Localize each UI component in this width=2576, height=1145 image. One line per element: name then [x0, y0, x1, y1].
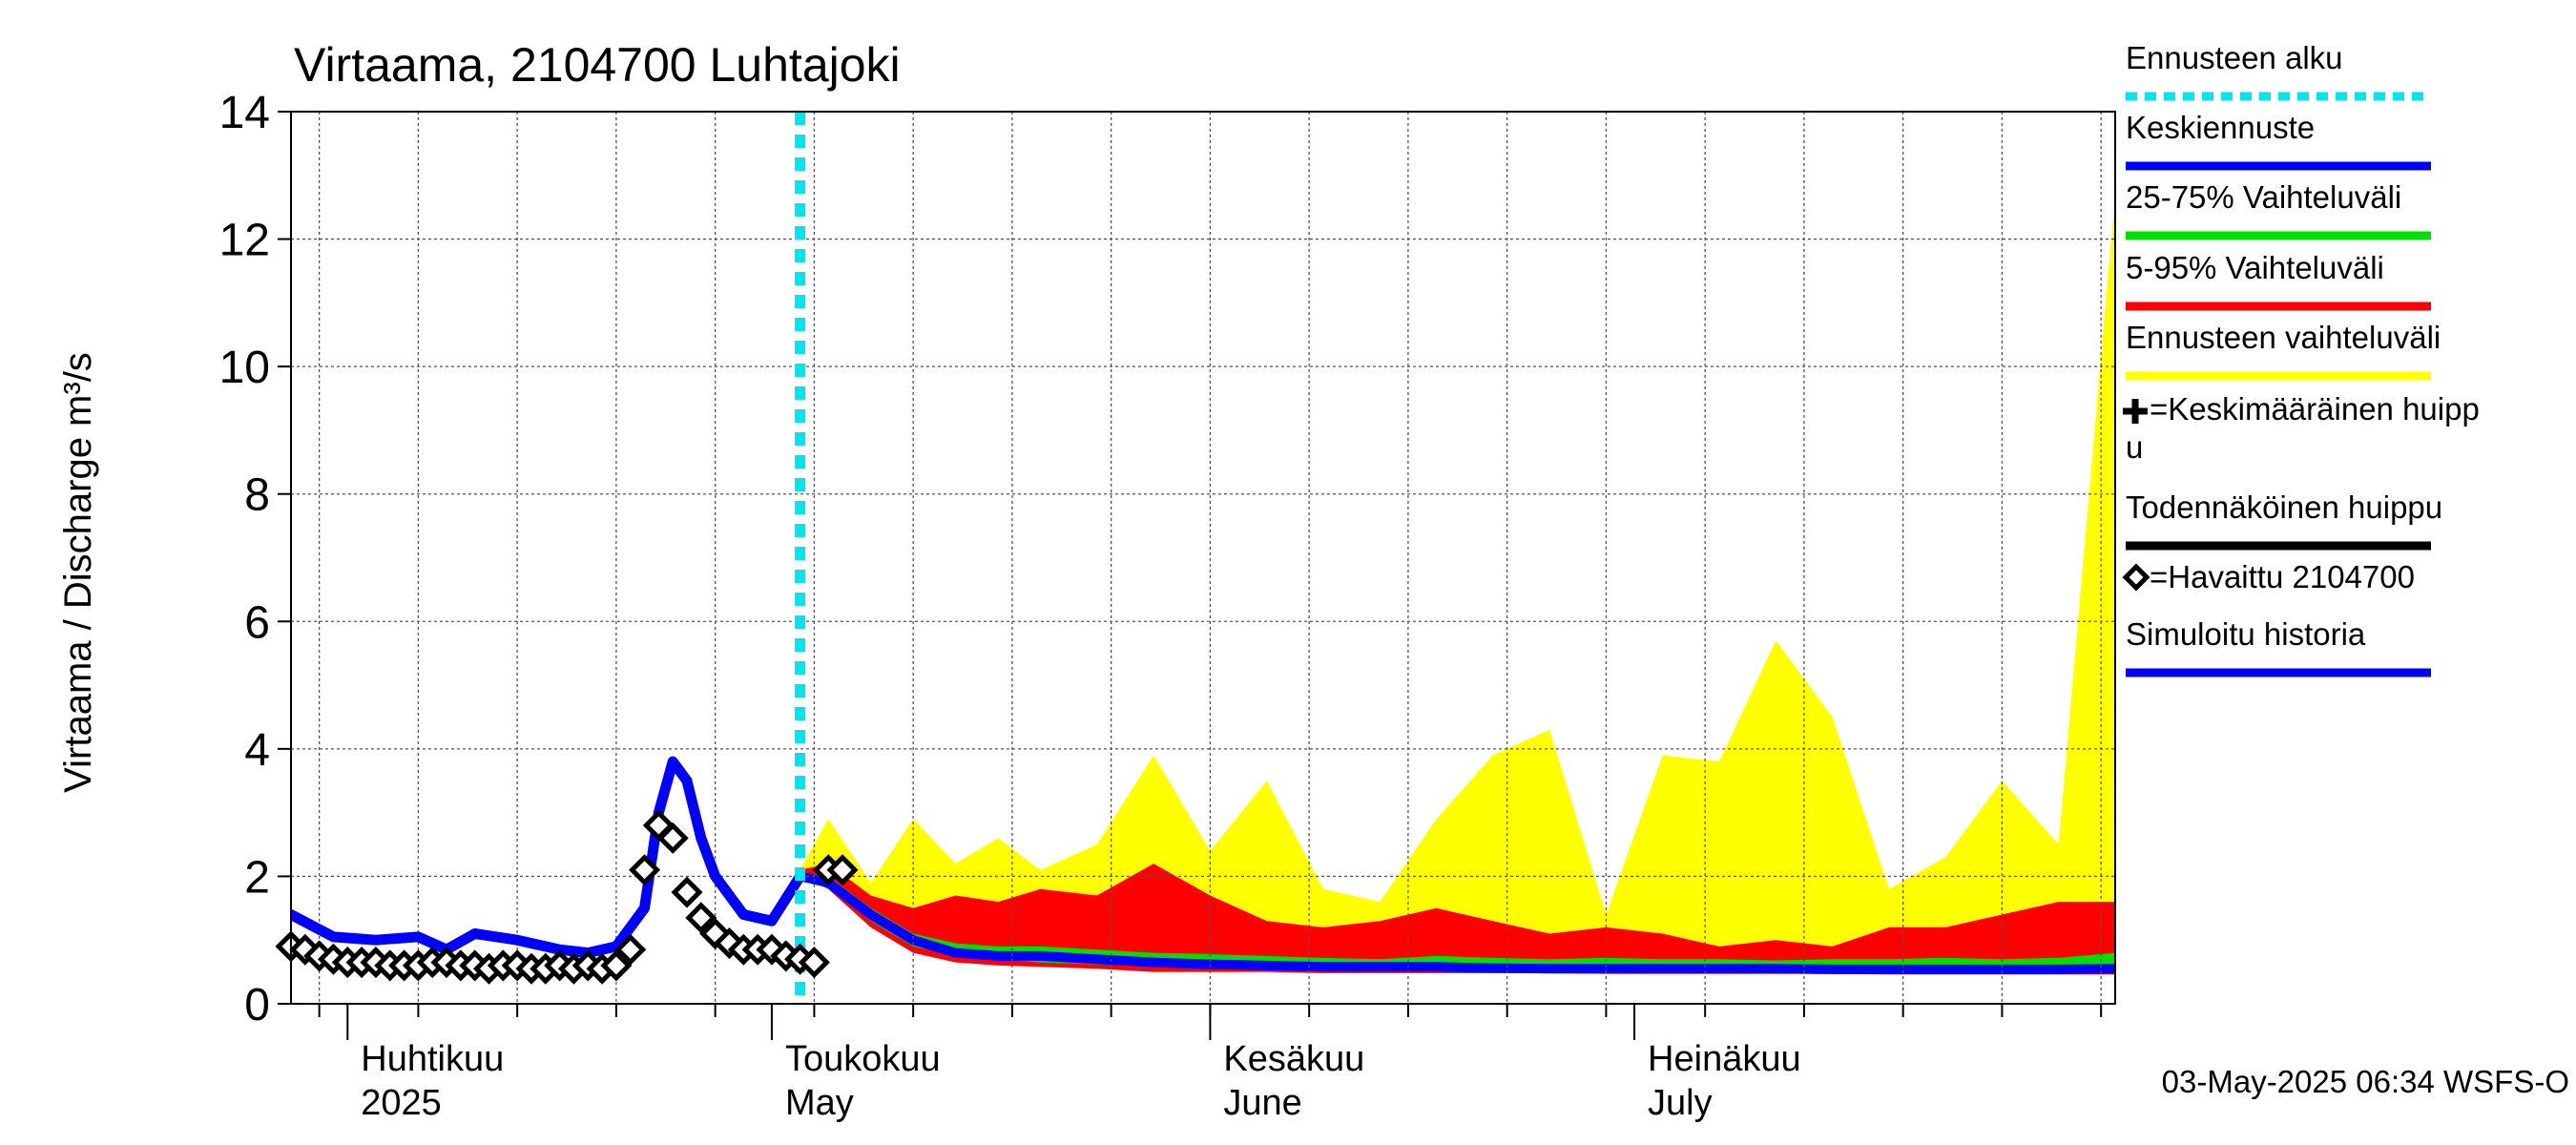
plot-frame [290, 111, 2116, 1005]
month-label-fi: Huhtikuu [361, 1039, 504, 1079]
legend-diamond-icon [2122, 563, 2150, 592]
y-tick-label: 2 [244, 852, 270, 903]
timestamp-footer: 03-May-2025 06:34 WSFS-O [2162, 1064, 2569, 1099]
legend: Ennusteen alku Keskiennuste 25-75% Vaihtel… [2122, 40, 2480, 677]
legend-label: =Havaittu 2104700 [2150, 559, 2415, 594]
observed-point [629, 854, 661, 886]
legend-label: Simuloitu historia [2126, 616, 2366, 652]
month-label-en: 2025 [361, 1083, 442, 1123]
legend-label: =Keskimääräinen huipp [2150, 391, 2480, 427]
month-label-fi: Kesäkuu [1223, 1039, 1364, 1079]
legend-plus-icon [2123, 399, 2148, 424]
observed-point [600, 949, 633, 982]
y-tick-label: 6 [244, 597, 270, 648]
legend-label: Ennusteen vaihteluväli [2126, 320, 2441, 355]
observed-point [798, 947, 830, 979]
observed-point [671, 876, 703, 908]
band-00e000 [800, 873, 2115, 969]
y-tick-label: 12 [219, 216, 270, 266]
band-ff0000 [800, 864, 2115, 975]
observed-point [656, 822, 689, 854]
y-tick-label: 0 [244, 980, 270, 1030]
month-label-fi: Heinäkuu [1648, 1039, 1801, 1079]
month-label-en: May [785, 1083, 854, 1123]
legend-label: Ennusteen alku [2126, 40, 2343, 75]
legend-label-wrap: u [2126, 429, 2143, 465]
legend-label: Todennäköinen huippu [2126, 489, 2442, 525]
observed-point [614, 933, 647, 966]
y-tick-label: 10 [219, 343, 270, 393]
month-label-fi: Toukokuu [785, 1039, 941, 1079]
y-axis-label: Virtaama / Discharge m³/s [57, 352, 99, 793]
plot-area [275, 111, 2116, 1005]
month-label-en: July [1648, 1083, 1713, 1123]
y-tick-label: 8 [244, 470, 270, 521]
chart-title: Virtaama, 2104700 Luhtajoki [294, 38, 901, 92]
y-tick-label: 4 [244, 725, 270, 776]
legend-label: 25-75% Vaihteluväli [2126, 179, 2401, 215]
month-label-en: June [1223, 1083, 1301, 1123]
observed-point [826, 854, 859, 886]
y-axis: 0 2 4 6 8 10 12 14 [219, 88, 291, 1030]
legend-label: 5-95% Vaihteluväli [2126, 250, 2384, 285]
band-ffff00 [800, 194, 2115, 972]
observed-point [685, 902, 717, 934]
simulated-history-line [291, 756, 806, 959]
legend-label: Keskiennuste [2126, 110, 2315, 145]
y-tick-label: 14 [219, 88, 270, 138]
